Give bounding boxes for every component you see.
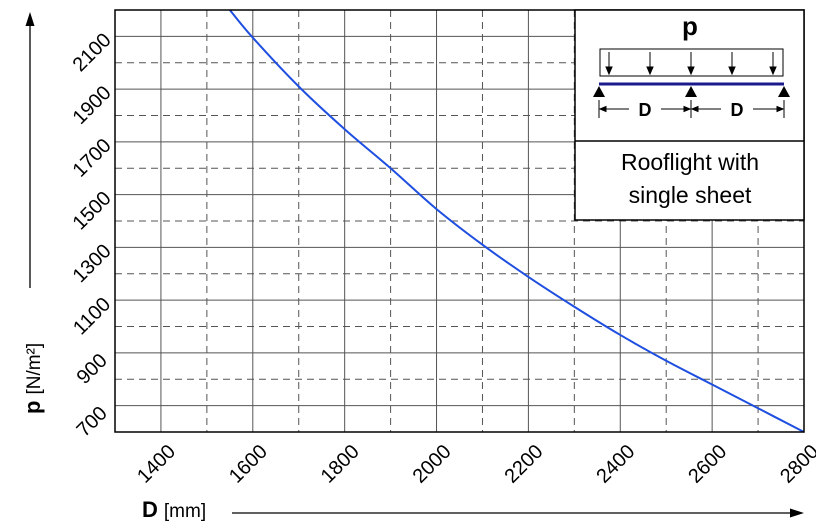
legend-box: p D xyxy=(574,9,805,221)
x-axis-arrowhead xyxy=(790,508,804,518)
y-axis-symbol: p xyxy=(20,401,45,414)
x-tick-label: 2800 xyxy=(776,441,816,488)
y-tick-label: 1700 xyxy=(69,135,116,182)
distributed-load-box xyxy=(599,48,784,77)
x-tick-label: 2000 xyxy=(409,441,456,488)
dimension-lines xyxy=(598,100,785,118)
y-tick-label: 1900 xyxy=(69,82,116,129)
legend-caption-line-1: Rooflight with xyxy=(621,149,759,175)
y-tick-label: 1500 xyxy=(69,187,116,234)
legend-frame xyxy=(574,9,805,221)
support-middle-icon xyxy=(685,86,697,97)
diagram-span-label-1: D xyxy=(639,100,652,120)
series-line xyxy=(229,9,805,433)
data-series xyxy=(229,9,805,433)
y-tick-label: 1100 xyxy=(69,293,115,339)
x-tick-label: 2200 xyxy=(501,441,548,488)
y-tick-label: 900 xyxy=(73,350,112,389)
diagram-span-label-2: D xyxy=(731,100,744,120)
y-tick-label: 700 xyxy=(73,402,112,441)
load-arrows xyxy=(605,52,777,76)
x-axis-label: D [mm] xyxy=(142,497,206,522)
diagram-load-label: p xyxy=(682,11,698,41)
y-tick-label: 2100 xyxy=(69,29,116,76)
support-right-icon xyxy=(778,86,790,97)
x-axis-unit: [mm] xyxy=(164,501,206,522)
y-axis-label: p [N/m²] xyxy=(20,343,45,414)
x-tick-labels: 1400 1600 1800 2000 2200 2400 2600 2800 xyxy=(133,441,816,488)
y-tick-labels: 700 900 1100 1300 1500 1700 1900 2100 xyxy=(69,29,116,441)
y-tick-label: 1300 xyxy=(69,240,116,287)
plot-frame xyxy=(114,9,805,433)
x-tick-label: 2600 xyxy=(684,441,731,488)
x-tick-label: 1600 xyxy=(225,441,272,488)
x-tick-label: 1400 xyxy=(133,441,180,488)
x-axis-symbol: D xyxy=(142,497,158,522)
legend-caption-line-2: single sheet xyxy=(629,182,752,208)
svg-text:p[N/m²]: p [N/m²] xyxy=(20,343,45,414)
y-axis-arrowhead xyxy=(25,12,35,26)
x-tick-label: 1800 xyxy=(317,441,364,488)
support-left-icon xyxy=(593,86,605,97)
x-tick-label: 2400 xyxy=(592,441,639,488)
y-axis-unit: [N/m²] xyxy=(24,343,45,395)
beam-diagram: p D xyxy=(593,11,790,120)
